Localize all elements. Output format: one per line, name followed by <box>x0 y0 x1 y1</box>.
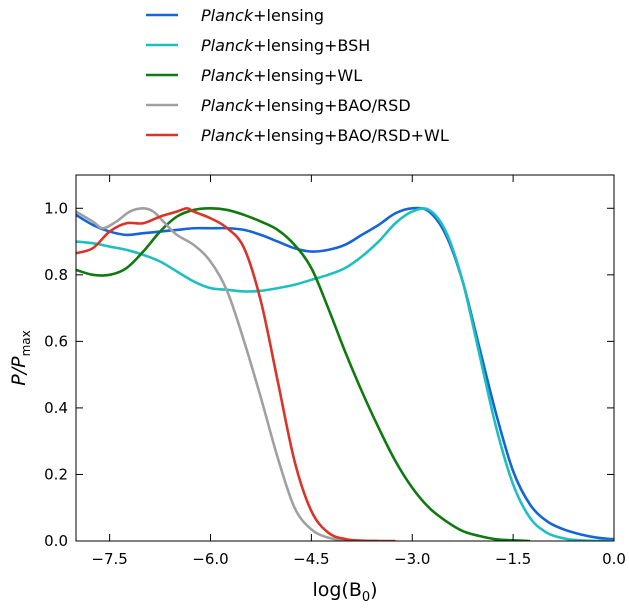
y-tick-label: 0.6 <box>44 332 68 350</box>
x-tick-label: −4.5 <box>293 550 329 568</box>
plot-frame <box>75 174 615 542</box>
x-axis-label-main: log(B <box>312 579 361 601</box>
x-tick-label: −7.5 <box>91 550 127 568</box>
legend: Planck+lensing Planck+lensing+BSH Planck+l… <box>146 6 449 145</box>
x-axis-label-sub: 0 <box>362 590 370 605</box>
y-tick-label: 0.0 <box>44 532 68 550</box>
y-tick-label: 1.0 <box>44 199 68 217</box>
x-tick-label: 0.0 <box>602 550 626 568</box>
series-line-5 <box>76 206 396 541</box>
series-line-4 <box>76 206 379 541</box>
series-line-3 <box>76 206 530 541</box>
series-layer <box>76 206 614 541</box>
x-tick-label: −1.5 <box>495 550 531 568</box>
x-axis-label-close: ) <box>370 579 377 601</box>
y-axis-label-main: P/P <box>8 356 30 386</box>
y-axis-label: P/Pmax <box>8 330 33 385</box>
ticks-layer: −7.5 −6.0 −4.5 −3.0 −1.5 0.0 0.0 0.2 0.4 0.6 0.8 1.… <box>44 175 626 568</box>
legend-label-2: Planck+lensing+BSH <box>201 36 370 55</box>
legend-label-1: Planck+lensing <box>201 6 324 25</box>
y-tick-label: 0.4 <box>44 399 68 417</box>
legend-label-5: Planck+lensing+BAO/RSD+WL <box>201 126 449 145</box>
x-tick-label: −6.0 <box>192 550 228 568</box>
x-axis-label: log(B0) <box>312 579 377 605</box>
x-tick-label: −3.0 <box>394 550 430 568</box>
legend-label-3: Planck+lensing+WL <box>201 66 362 85</box>
y-axis-label-sub: max <box>19 330 33 356</box>
y-tick-label: 0.2 <box>44 465 68 483</box>
series-line-1 <box>76 206 614 541</box>
y-tick-label: 0.8 <box>44 266 68 284</box>
series-line-2 <box>76 207 614 541</box>
legend-label-4: Planck+lensing+BAO/RSD <box>201 96 411 115</box>
